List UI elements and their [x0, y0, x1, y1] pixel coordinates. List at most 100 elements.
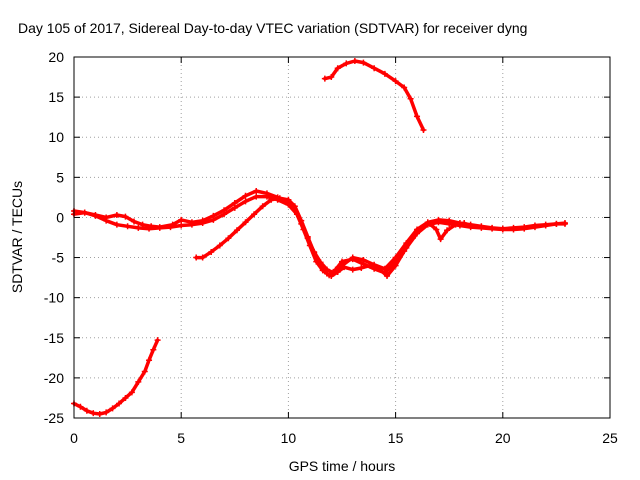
data-point: [561, 220, 568, 227]
data-point: [210, 212, 217, 219]
data-point: [146, 357, 153, 364]
data-point: [90, 410, 97, 417]
data-point: [103, 214, 110, 221]
data-point: [420, 127, 427, 134]
data-point: [139, 221, 146, 228]
data-point: [334, 65, 341, 72]
data-point: [124, 223, 131, 230]
data-point: [360, 59, 367, 66]
data-point: [188, 219, 195, 226]
data-point: [216, 242, 223, 249]
data-point: [323, 270, 330, 277]
data-point: [371, 65, 378, 72]
data-point: [231, 200, 238, 207]
data-point: [141, 368, 148, 375]
data-point: [444, 227, 451, 234]
data-point: [304, 233, 311, 240]
data-point: [433, 226, 440, 233]
data-point: [542, 221, 549, 228]
data-point: [328, 273, 335, 280]
data-point: [156, 224, 163, 231]
data-point: [553, 220, 560, 227]
data-point: [317, 262, 324, 269]
data-point: [392, 78, 399, 85]
data-point: [351, 58, 358, 65]
data-point: [426, 220, 433, 227]
data-point: [531, 222, 538, 229]
x-tick-label: 5: [177, 430, 185, 446]
data-point: [401, 248, 408, 255]
data-point: [113, 212, 120, 219]
x-tick-label: 25: [602, 430, 618, 446]
data-point: [381, 265, 388, 272]
data-point: [392, 262, 399, 269]
data-point: [253, 187, 260, 194]
data-point: [259, 203, 266, 210]
x-tick-label: 10: [281, 430, 297, 446]
data-point: [154, 337, 161, 344]
data-point: [334, 268, 341, 275]
data-point: [131, 218, 138, 225]
y-tick-label: 15: [48, 89, 64, 105]
data-point: [242, 192, 249, 199]
y-tick-label: 10: [48, 129, 64, 145]
data-point: [128, 389, 135, 396]
data-point: [375, 264, 382, 271]
data-point: [199, 254, 206, 261]
data-point: [461, 220, 468, 227]
data-point: [418, 224, 425, 231]
series-line: [72, 338, 160, 416]
data-point: [435, 216, 442, 223]
data-point: [253, 193, 260, 200]
y-tick-label: -15: [44, 330, 64, 346]
data-point: [263, 190, 270, 197]
data-point: [169, 221, 176, 228]
data-point: [489, 224, 496, 231]
y-tick-label: -25: [44, 410, 64, 426]
y-tick-label: -20: [44, 370, 64, 386]
data-point: [148, 223, 155, 230]
data-point: [178, 222, 185, 229]
data-point: [268, 196, 275, 203]
data-point: [446, 217, 453, 224]
data-point: [109, 405, 116, 412]
data-point: [409, 235, 416, 242]
data-point: [96, 410, 103, 417]
y-tick-label: 5: [56, 169, 64, 185]
data-point: [221, 207, 228, 214]
data-point: [478, 223, 485, 230]
data-point: [321, 75, 328, 82]
data-point: [437, 236, 444, 243]
series-track-upper: [321, 58, 427, 134]
grid-lines: [74, 57, 610, 418]
y-tick-label: -5: [52, 250, 65, 266]
x-tick-label: 15: [388, 430, 404, 446]
data-point: [81, 209, 88, 216]
data-point: [92, 212, 99, 219]
data-point: [467, 221, 474, 228]
data-point: [199, 217, 206, 224]
data-point: [384, 273, 391, 280]
data-point: [521, 224, 528, 231]
data-point: [360, 256, 367, 263]
data-point: [208, 248, 215, 255]
data-point: [225, 235, 232, 242]
data-point: [135, 224, 142, 231]
data-point: [113, 221, 120, 228]
data-point: [122, 213, 129, 220]
y-tick-label: 20: [48, 49, 64, 65]
data-point: [401, 84, 408, 91]
data-point: [77, 403, 84, 410]
axis-ticks: 0 5 10 15 20 25 -25 -20 -15 -10 -5 0 5 10 15 20: [44, 49, 618, 446]
series-track-rising-mid: [193, 195, 468, 280]
data-point: [366, 262, 373, 269]
data-point: [510, 224, 517, 231]
data-point: [349, 266, 356, 273]
data-point: [414, 113, 421, 120]
data-point: [193, 254, 200, 261]
x-axis-label: GPS time / hours: [289, 458, 396, 474]
data-point: [242, 219, 249, 226]
chart-title: Day 105 of 2017, Sidereal Day-to-day VTE…: [18, 20, 527, 36]
data-point: [150, 346, 157, 353]
data-point: [381, 70, 388, 77]
